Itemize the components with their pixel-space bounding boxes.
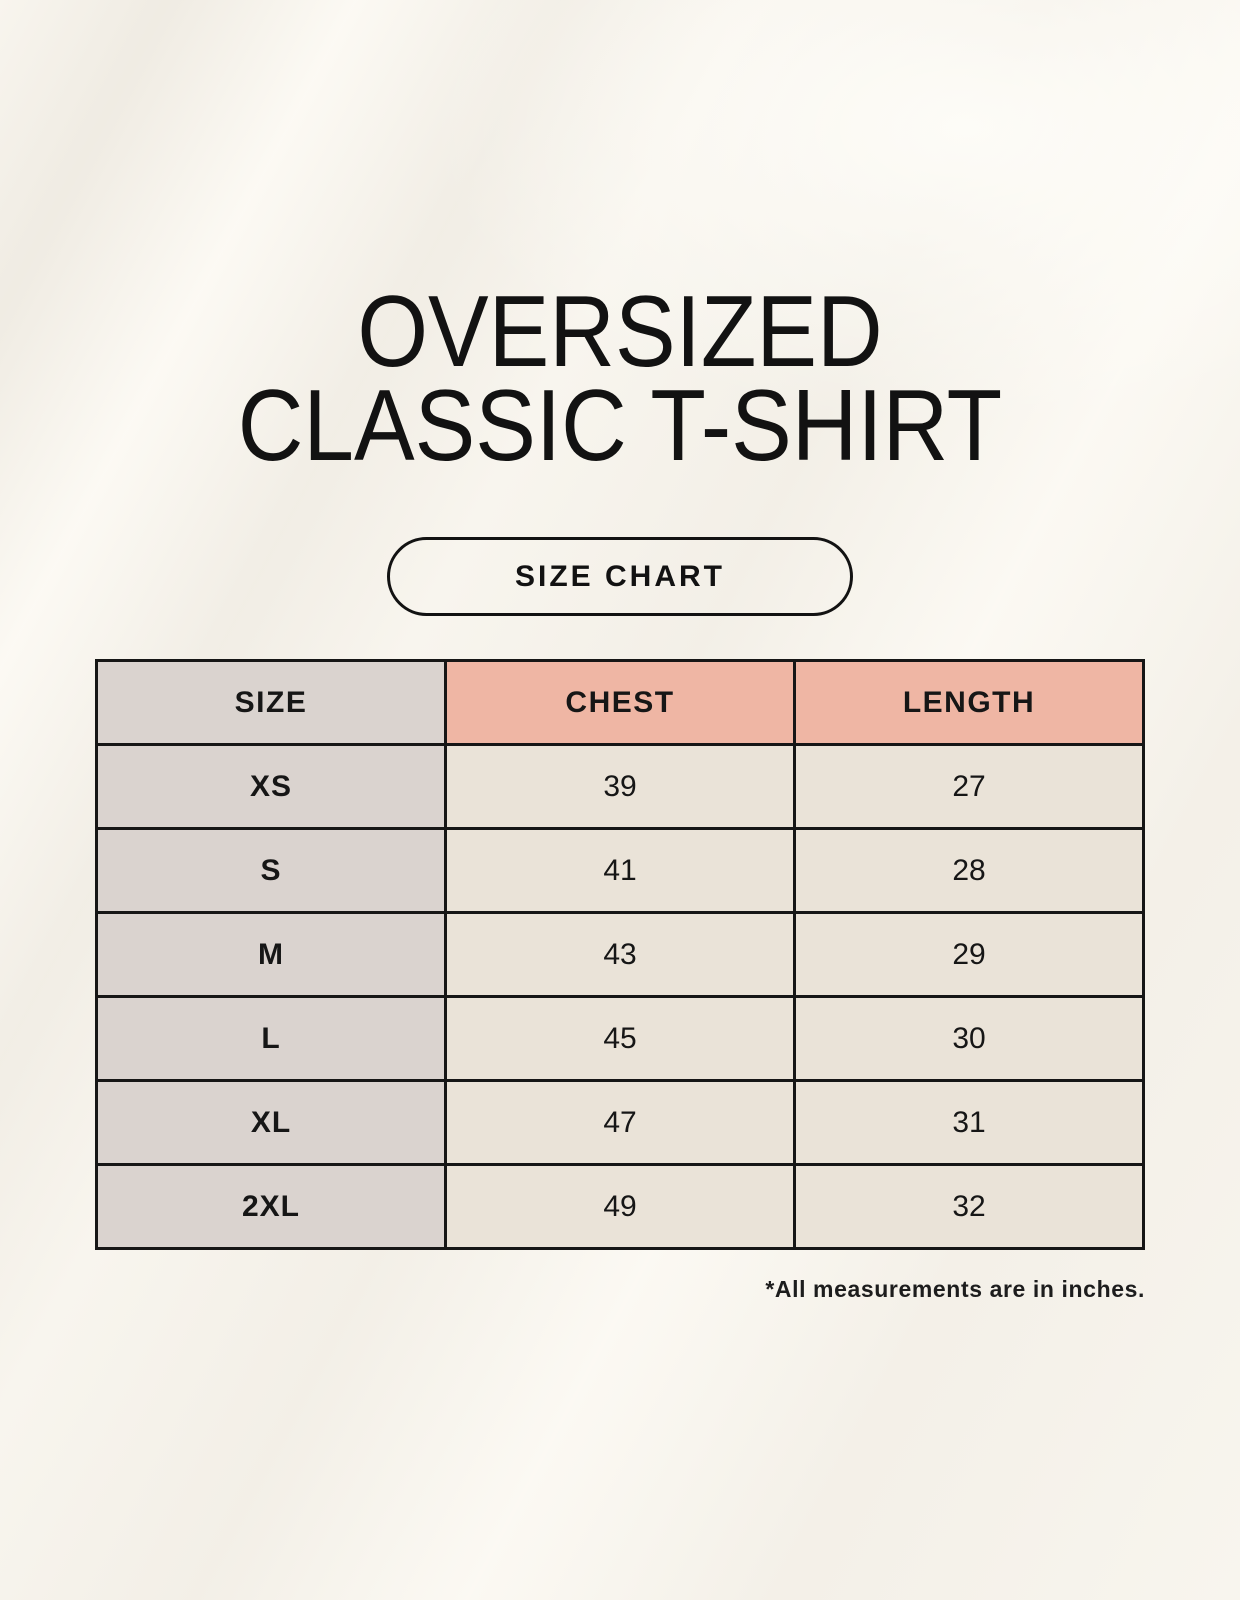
table-row: 2XL 49 32 [95, 1163, 1145, 1250]
size-cell: S [95, 827, 447, 914]
size-chart-button[interactable]: SIZE CHART [387, 537, 853, 616]
chest-cell: 45 [444, 995, 796, 1082]
length-cell: 28 [793, 827, 1145, 914]
column-header-size: SIZE [95, 659, 447, 746]
size-cell: XS [95, 743, 447, 830]
length-cell: 32 [793, 1163, 1145, 1250]
column-header-chest: CHEST [444, 659, 796, 746]
size-chart-table: SIZE CHEST LENGTH XS 39 27 S 41 28 M 43 … [95, 659, 1145, 1250]
table-row: S 41 28 [95, 827, 1145, 914]
size-cell: M [95, 911, 447, 998]
length-cell: 29 [793, 911, 1145, 998]
product-title-line2: CLASSIC T-SHIRT [237, 369, 1003, 482]
measurements-footnote: *All measurements are in inches. [765, 1276, 1145, 1302]
table-row: M 43 29 [95, 911, 1145, 998]
product-title: OVERSIZED CLASSIC T-SHIRT [62, 276, 1178, 482]
chest-cell: 49 [444, 1163, 796, 1250]
size-cell: XL [95, 1079, 447, 1166]
chest-cell: 43 [444, 911, 796, 998]
chest-cell: 47 [444, 1079, 796, 1166]
table-row: XL 47 31 [95, 1079, 1145, 1166]
length-cell: 27 [793, 743, 1145, 830]
length-cell: 31 [793, 1079, 1145, 1166]
size-cell: L [95, 995, 447, 1082]
header-row: SIZE CHEST LENGTH [95, 659, 1145, 746]
product-title-line1: OVERSIZED [357, 276, 883, 388]
column-header-length: LENGTH [793, 659, 1145, 746]
chest-cell: 39 [444, 743, 796, 830]
chest-cell: 41 [444, 827, 796, 914]
table-row: L 45 30 [95, 995, 1145, 1082]
table-row: XS 39 27 [95, 743, 1145, 830]
size-cell: 2XL [95, 1163, 447, 1250]
length-cell: 30 [793, 995, 1145, 1082]
